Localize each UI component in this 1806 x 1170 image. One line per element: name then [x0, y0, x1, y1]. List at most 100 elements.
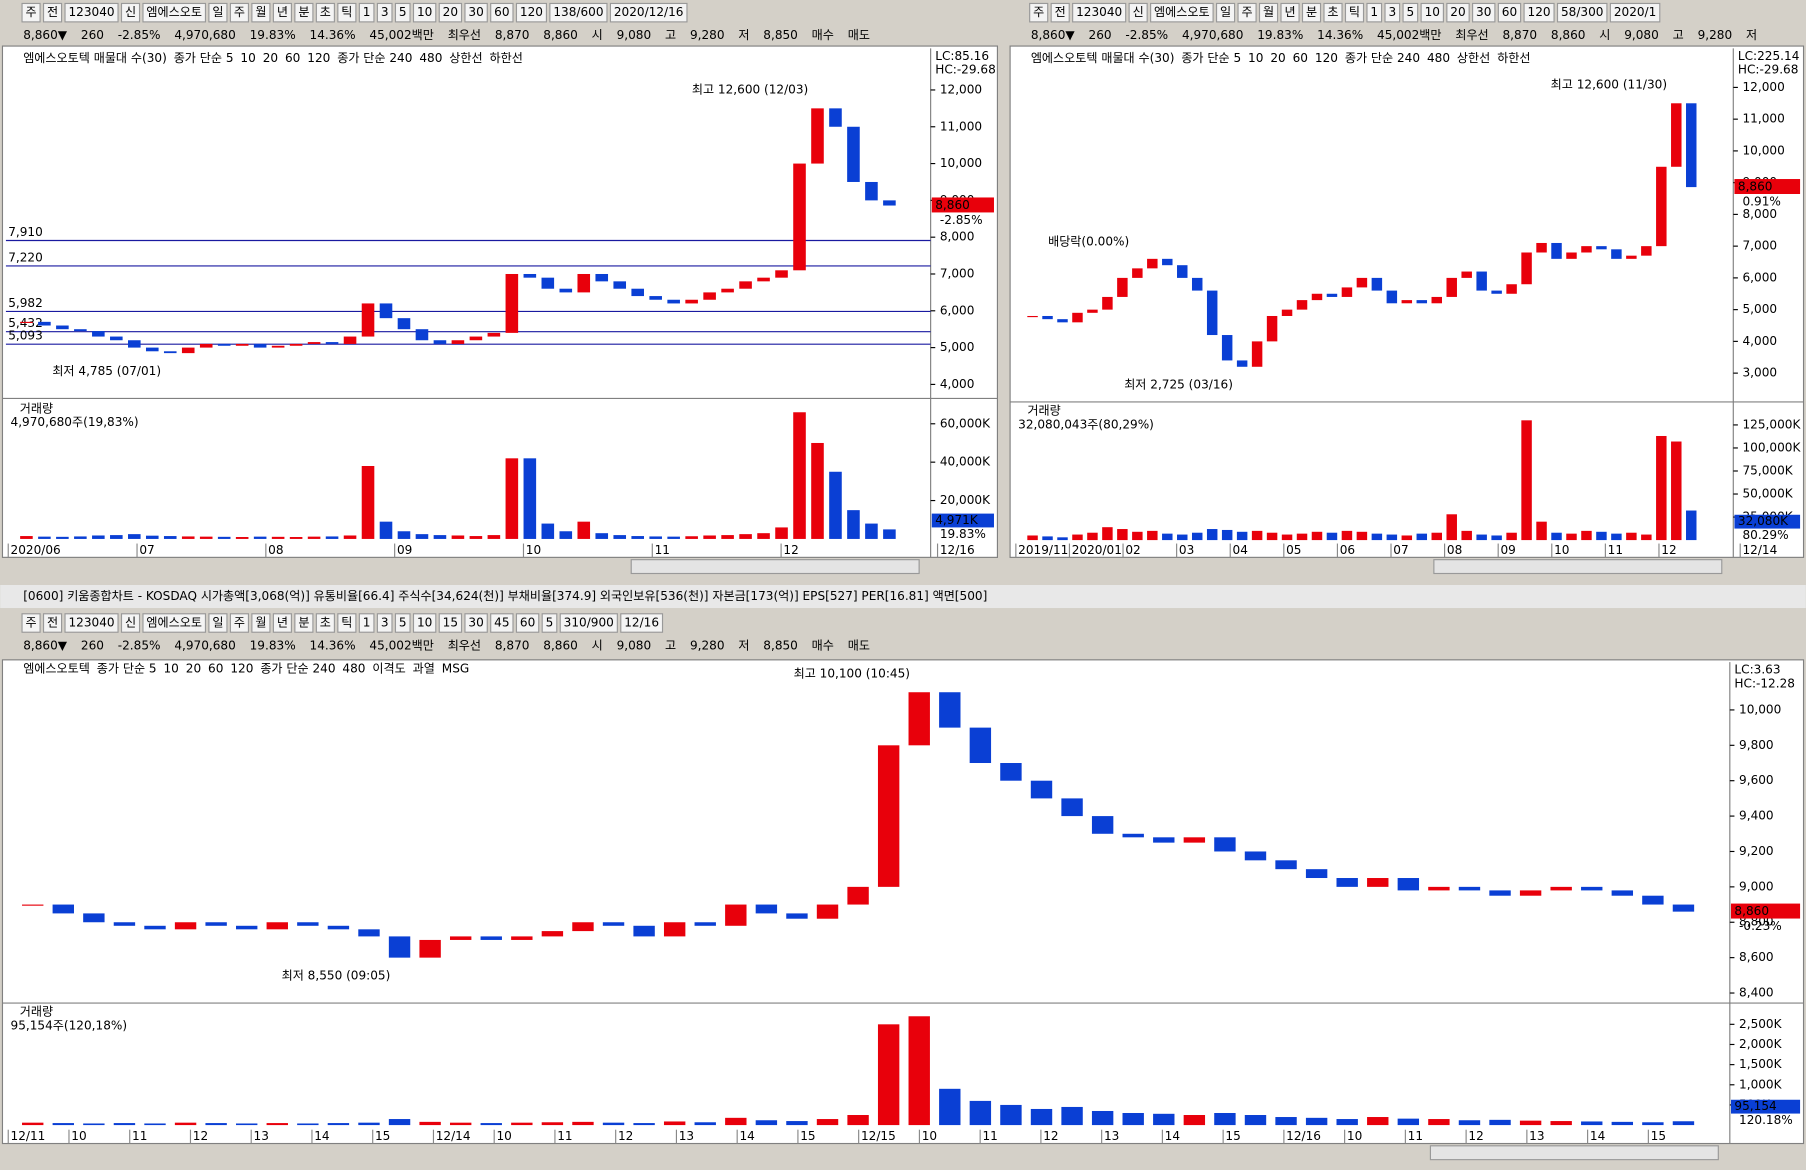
- toolbar-item[interactable]: 20: [443, 5, 458, 19]
- toolbar-item[interactable]: 신: [1133, 5, 1144, 19]
- toolbar-button[interactable]: [549, 2, 608, 23]
- toolbar-item[interactable]: 일: [212, 5, 223, 19]
- toolbar-button[interactable]: [1523, 2, 1555, 23]
- toolbar-item[interactable]: 전: [1055, 5, 1066, 19]
- toolbar-item[interactable]: 틱: [1349, 5, 1360, 19]
- toolbar-button[interactable]: [42, 613, 63, 633]
- toolbar-button[interactable]: [1384, 2, 1401, 23]
- toolbar-item[interactable]: 틱: [341, 616, 352, 630]
- toolbar-item[interactable]: 5: [1407, 5, 1415, 19]
- toolbar-button[interactable]: [376, 2, 393, 23]
- toolbar-button[interactable]: [1150, 2, 1214, 23]
- toolbar-item[interactable]: 초: [320, 5, 331, 19]
- toolbar-item[interactable]: 1: [363, 616, 371, 630]
- toolbar-item[interactable]: 10: [417, 616, 432, 630]
- toolbar-item[interactable]: 3: [381, 5, 389, 19]
- toolbar-button[interactable]: [515, 613, 540, 633]
- toolbar-button[interactable]: [208, 2, 228, 23]
- toolbar-item[interactable]: 3: [1388, 5, 1396, 19]
- toolbar-button[interactable]: [1237, 2, 1257, 23]
- toolbar-item[interactable]: 60: [520, 616, 535, 630]
- toolbar-button[interactable]: [315, 2, 335, 23]
- toolbar-button[interactable]: [315, 613, 335, 633]
- toolbar-button[interactable]: [337, 613, 357, 633]
- toolbar-button[interactable]: [412, 2, 437, 23]
- toolbar-item[interactable]: 60: [1502, 5, 1517, 19]
- toolbar-item[interactable]: 신: [125, 616, 136, 630]
- toolbar-item[interactable]: 주: [1241, 5, 1252, 19]
- toolbar-item[interactable]: 초: [320, 616, 331, 630]
- toolbar-button[interactable]: [464, 613, 488, 633]
- toolbar-item[interactable]: 30: [468, 616, 483, 630]
- toolbar-button[interactable]: [1258, 2, 1279, 23]
- toolbar-item[interactable]: 30: [468, 5, 483, 19]
- toolbar-item[interactable]: 틱: [341, 5, 352, 19]
- toolbar-button[interactable]: [251, 613, 271, 633]
- toolbar-button[interactable]: [21, 2, 41, 23]
- toolbar-button[interactable]: [294, 2, 314, 23]
- toolbar-button[interactable]: [1323, 2, 1343, 23]
- toolbar-button[interactable]: [464, 2, 488, 23]
- toolbar-item[interactable]: 12/16: [624, 616, 659, 630]
- toolbar-button[interactable]: [64, 613, 119, 633]
- toolbar-button[interactable]: [120, 2, 141, 23]
- toolbar-button[interactable]: [490, 2, 514, 23]
- toolbar-button[interactable]: [1446, 2, 1470, 23]
- toolbar-button[interactable]: [1497, 2, 1522, 23]
- toolbar-button[interactable]: [376, 613, 393, 633]
- toolbar-item[interactable]: 분: [1306, 5, 1317, 19]
- toolbar-button[interactable]: [120, 613, 141, 633]
- toolbar-item[interactable]: 분: [298, 5, 309, 19]
- toolbar-item[interactable]: 월: [1263, 5, 1274, 19]
- toolbar-item[interactable]: 분: [298, 616, 309, 630]
- toolbar-button[interactable]: [142, 2, 207, 23]
- toolbar-button[interactable]: [229, 613, 250, 633]
- toolbar-item[interactable]: 일: [1220, 5, 1231, 19]
- toolbar-item[interactable]: 10: [1425, 5, 1440, 19]
- toolbar-item[interactable]: 10: [417, 5, 432, 19]
- toolbar-button[interactable]: [21, 613, 41, 633]
- toolbar-button[interactable]: [1556, 2, 1608, 23]
- toolbar-button[interactable]: [229, 2, 250, 23]
- toolbar-button[interactable]: [142, 613, 207, 633]
- toolbar-button[interactable]: [272, 2, 292, 23]
- toolbar-item[interactable]: 주: [26, 5, 37, 19]
- toolbar-item[interactable]: 엠에스오토: [1154, 5, 1210, 19]
- toolbar-button[interactable]: [1029, 2, 1049, 23]
- toolbar-button[interactable]: [394, 2, 411, 23]
- toolbar-button[interactable]: [337, 2, 357, 23]
- toolbar-item[interactable]: 5: [399, 5, 407, 19]
- toolbar-item[interactable]: 2020/1: [1614, 5, 1657, 19]
- scrollbar[interactable]: [1433, 559, 1723, 575]
- toolbar-button[interactable]: [1402, 2, 1419, 23]
- toolbar-item[interactable]: 123040: [1076, 5, 1122, 19]
- toolbar-item[interactable]: 60: [494, 5, 509, 19]
- toolbar-button[interactable]: [1215, 2, 1236, 23]
- toolbar-item[interactable]: 15: [443, 616, 458, 630]
- toolbar-button[interactable]: [412, 613, 437, 633]
- toolbar-item[interactable]: 123040: [68, 5, 114, 19]
- toolbar-button[interactable]: [541, 613, 558, 633]
- toolbar-button[interactable]: [42, 2, 63, 23]
- toolbar-button[interactable]: [438, 613, 463, 633]
- toolbar-button[interactable]: [1128, 2, 1148, 23]
- toolbar-button[interactable]: [515, 2, 547, 23]
- toolbar-item[interactable]: 신: [125, 5, 136, 19]
- toolbar-item[interactable]: 전: [47, 5, 58, 19]
- toolbar-item[interactable]: 5: [399, 616, 407, 630]
- toolbar-button[interactable]: [394, 613, 411, 633]
- toolbar-item[interactable]: 엠에스오토: [146, 5, 202, 19]
- toolbar-item[interactable]: 1: [1370, 5, 1378, 19]
- toolbar-item[interactable]: 년: [277, 5, 288, 19]
- toolbar-item[interactable]: 120: [520, 5, 543, 19]
- toolbar-item[interactable]: 30: [1476, 5, 1491, 19]
- toolbar-button[interactable]: [438, 2, 463, 23]
- scrollbar[interactable]: [630, 559, 920, 575]
- toolbar-button[interactable]: [1050, 2, 1070, 23]
- toolbar-button[interactable]: [1344, 2, 1365, 23]
- toolbar-button[interactable]: [1609, 2, 1661, 23]
- toolbar-button[interactable]: [1280, 2, 1300, 23]
- toolbar-button[interactable]: [251, 2, 271, 23]
- toolbar-item[interactable]: 310/900: [564, 616, 614, 630]
- toolbar-item[interactable]: 월: [255, 5, 266, 19]
